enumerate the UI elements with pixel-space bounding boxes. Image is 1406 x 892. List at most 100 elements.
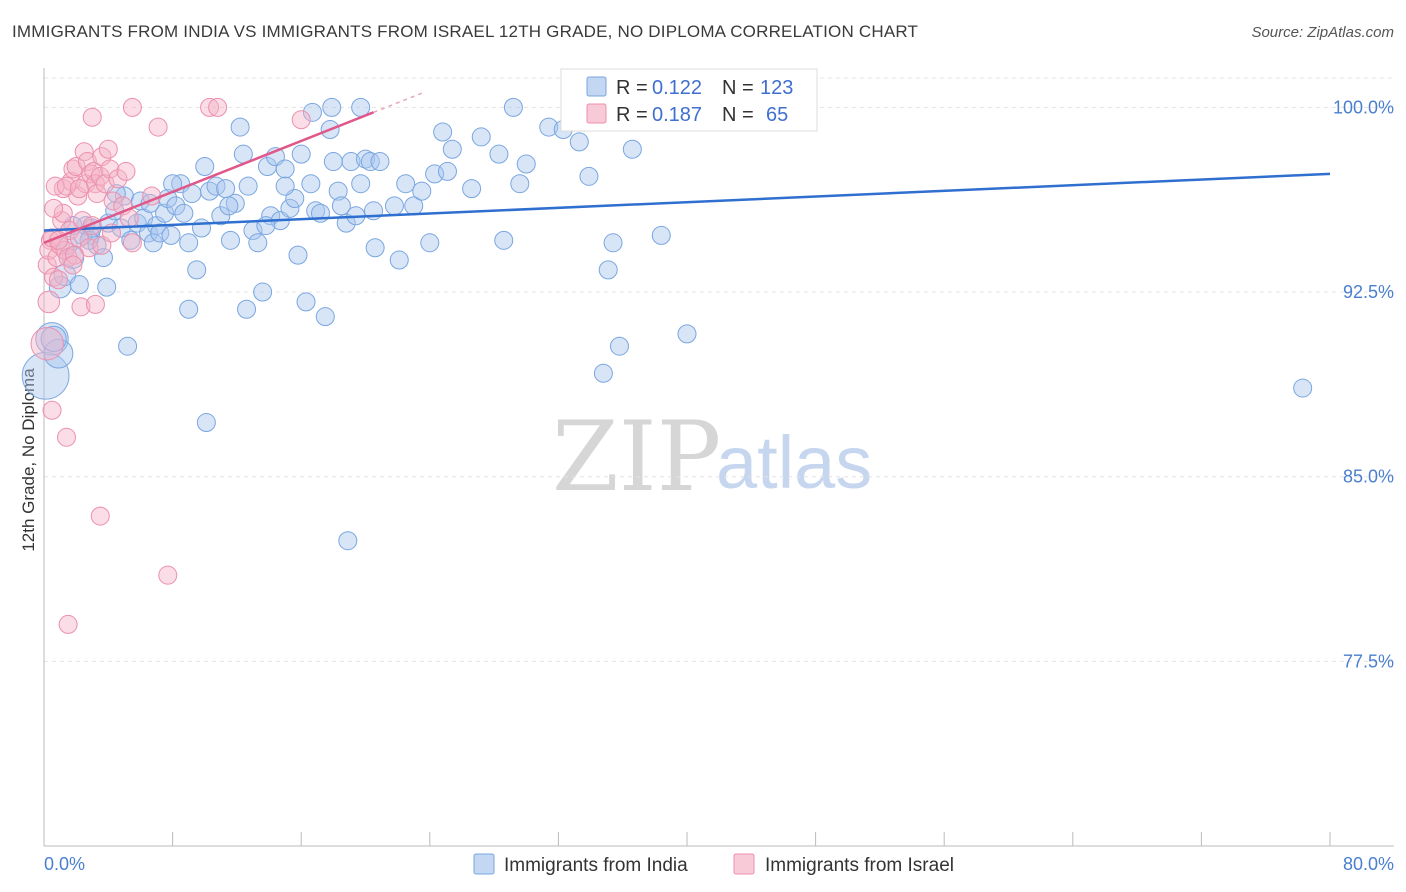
israel-point	[90, 506, 110, 526]
israel-point	[85, 294, 105, 314]
india-point	[150, 223, 170, 243]
india-point	[280, 198, 300, 218]
india-point	[253, 282, 273, 302]
india-point	[296, 292, 316, 312]
india-point	[322, 97, 342, 117]
y-tick-label: 92.5%	[1343, 282, 1394, 302]
israel-point	[82, 107, 102, 127]
india-point	[192, 218, 212, 238]
stats-israel-r-value: 0.187	[652, 104, 702, 126]
israel-point	[95, 174, 115, 194]
india-point	[516, 154, 536, 174]
india-point	[489, 144, 509, 164]
india-point	[306, 201, 326, 221]
india-point	[503, 97, 523, 117]
india-point	[69, 275, 89, 295]
india-point	[494, 230, 514, 250]
israel-point	[208, 97, 228, 117]
india-point	[248, 233, 268, 253]
india-point	[579, 166, 599, 186]
india-point	[275, 176, 295, 196]
israel-point	[65, 245, 85, 265]
india-point	[603, 233, 623, 253]
x-tick-max: 80.0%	[1343, 854, 1394, 874]
india-point	[331, 196, 351, 216]
india-point	[21, 351, 70, 400]
india-point	[200, 181, 220, 201]
india-point	[471, 127, 491, 147]
y-tick-labels: 77.5% 85.0% 92.5% 100.0%	[1333, 97, 1394, 671]
india-point	[196, 413, 216, 433]
india-point	[598, 260, 618, 280]
india-point	[365, 238, 385, 258]
israel-point	[53, 203, 73, 223]
israel-point	[100, 159, 120, 179]
watermark-atlas: atlas	[716, 421, 872, 504]
india-point	[510, 174, 530, 194]
india-point	[462, 179, 482, 199]
india-point	[442, 139, 462, 159]
india-point	[275, 159, 295, 179]
india-point	[195, 156, 215, 176]
stats-india-n-value: 123	[760, 77, 793, 99]
x-tick-min: 0.0%	[44, 854, 85, 874]
y-axis-label: 12th Grade, No Diploma	[19, 368, 38, 552]
india-point	[301, 174, 321, 194]
india-point	[302, 102, 322, 122]
india-point	[93, 248, 113, 268]
y-tick-label: 100.0%	[1333, 97, 1394, 117]
india-point	[341, 152, 361, 172]
india-point	[155, 203, 175, 223]
india-point	[433, 122, 453, 142]
stats-israel-n-label: N =	[722, 104, 754, 126]
israel-point	[42, 400, 62, 420]
india-point	[412, 181, 432, 201]
israel-point	[116, 161, 136, 181]
india-point	[437, 161, 457, 181]
stats-box: R = 0.122 N = 123 R = 0.187 N = 65	[560, 68, 818, 132]
israel-point	[37, 290, 61, 314]
israel-point	[103, 191, 123, 211]
india-point	[211, 206, 231, 226]
india-point	[187, 260, 207, 280]
stats-israel-swatch	[586, 103, 607, 124]
israel-point	[122, 97, 142, 117]
india-point	[593, 363, 613, 383]
india-point	[360, 152, 380, 172]
india-point	[237, 299, 257, 319]
india-point	[420, 233, 440, 253]
stats-india-r-label: R =	[616, 77, 648, 99]
india-point	[220, 230, 240, 250]
india-point	[238, 176, 258, 196]
india-point	[315, 307, 335, 327]
stats-india-n-label: N =	[722, 77, 754, 99]
india-point	[230, 117, 250, 137]
y-tick-label: 85.0%	[1343, 467, 1394, 487]
israel-point	[148, 117, 168, 137]
israel-trend-line	[43, 111, 374, 244]
india-point	[291, 144, 311, 164]
israel-point	[44, 267, 64, 287]
india-point	[161, 225, 181, 245]
india-point	[138, 223, 158, 243]
stats-india-r-value: 0.122	[652, 77, 702, 99]
israel-point	[44, 198, 64, 218]
india-points	[21, 97, 1313, 551]
india-point	[323, 152, 343, 172]
india-trend-line	[43, 172, 1331, 232]
india-point	[328, 181, 348, 201]
india-point	[569, 132, 589, 152]
israel-point	[291, 110, 311, 130]
india-point	[179, 233, 199, 253]
chart-source: Source: ZipAtlas.com	[1251, 24, 1394, 41]
india-point	[389, 250, 409, 270]
stats-india-swatch	[586, 76, 607, 97]
israel-point	[122, 233, 142, 253]
legend-israel-swatch	[733, 853, 755, 875]
india-point	[351, 174, 371, 194]
india-point	[622, 139, 642, 159]
israel-point	[63, 255, 83, 275]
chart-title: IMMIGRANTS FROM INDIA VS IMMIGRANTS FROM…	[12, 22, 919, 41]
israel-point	[77, 152, 97, 172]
